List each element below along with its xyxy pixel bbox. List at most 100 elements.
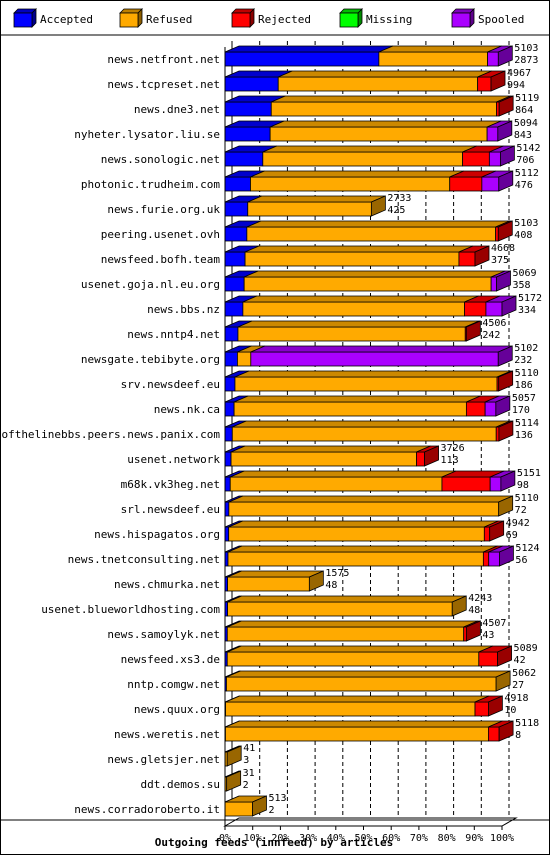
accepted-value-label: 242 — [482, 330, 500, 341]
bar-front — [231, 426, 497, 442]
legend-label: Refused — [146, 13, 192, 26]
total-value-label: 5112 — [515, 168, 539, 179]
bar-segment-refused — [230, 445, 431, 467]
bar-side — [498, 495, 514, 517]
bar-top — [230, 470, 457, 478]
bar-top — [227, 595, 467, 603]
bar-front — [277, 76, 479, 92]
bar-top — [227, 645, 493, 653]
total-value-label: 31 — [243, 768, 255, 779]
bar-side — [498, 170, 514, 192]
host-label: usenet.goja.nl.eu.org — [81, 278, 220, 291]
bar-front — [228, 526, 485, 542]
chart-title: Outgoing feeds (innfeed) by articles — [155, 836, 393, 849]
bar-front — [269, 126, 488, 142]
host-label: news.chmurka.net — [114, 578, 220, 591]
accepted-value-label: 706 — [516, 155, 534, 166]
bar-front — [224, 176, 251, 192]
bar-front — [226, 626, 465, 642]
legend-swatch — [13, 12, 33, 28]
host-label: news.hispagatos.org — [94, 528, 220, 541]
accepted-value-label: 43 — [482, 630, 494, 641]
bar-front — [250, 176, 451, 192]
bar-front — [224, 326, 239, 342]
bar-segment-rejected — [474, 695, 503, 717]
bar-top — [244, 245, 474, 253]
bar-front — [226, 651, 480, 667]
bar-front — [488, 151, 501, 167]
bar-segment-refused — [269, 120, 502, 142]
total-value-label: 4942 — [506, 518, 530, 529]
bar-side — [226, 770, 242, 792]
bar-front — [243, 276, 492, 292]
accepted-value-label: 2873 — [514, 55, 538, 66]
bar-front — [458, 251, 476, 267]
bar-segment-refused — [244, 245, 474, 267]
bar-side — [465, 620, 481, 642]
bar-front — [484, 401, 497, 417]
bar-segment-refused — [378, 45, 502, 67]
bar-top — [278, 70, 492, 78]
bar-segment-refused — [226, 670, 511, 692]
bar-front — [462, 151, 490, 167]
total-value-label: 513 — [268, 793, 286, 804]
accepted-value-label: 98 — [517, 480, 529, 491]
total-value-label: 5062 — [512, 668, 536, 679]
bar-front — [224, 226, 248, 242]
x-tick-label: 80% — [438, 833, 456, 844]
host-label: news.nk.ca — [154, 403, 220, 416]
bar-front — [237, 351, 252, 367]
host-label: news.bbs.nz — [147, 303, 220, 316]
bar-side — [424, 445, 439, 467]
bar-segment-rejected — [478, 645, 512, 667]
bar-front — [250, 351, 499, 367]
legend-label: Accepted — [40, 13, 93, 26]
bar-row-endofthelinebbs-peers-news-panix-com: endofthelinebbs.peers.news.panix.com 5114… — [0, 418, 539, 442]
bar-top — [225, 720, 503, 728]
host-label: news.tnetconsulting.net — [68, 553, 220, 566]
total-value-label: 2733 — [387, 193, 411, 204]
bar-front — [224, 251, 246, 267]
bar-side — [495, 670, 511, 692]
bar-segment-rejected — [458, 245, 490, 267]
total-value-label: 4918 — [504, 693, 528, 704]
bar-top — [271, 95, 511, 103]
bar-side — [498, 720, 514, 742]
axis-floor — [223, 817, 518, 827]
bar-front — [247, 201, 372, 217]
bar-front — [482, 551, 490, 567]
bar-segment-refused — [229, 470, 457, 492]
bar-front — [224, 451, 232, 467]
bar-front — [234, 376, 498, 392]
total-value-label: 5119 — [515, 93, 539, 104]
bar-segment-rejected — [441, 470, 505, 492]
bar-segment-spooled — [487, 45, 513, 67]
bar-front — [227, 576, 310, 592]
accepted-value-label: 358 — [512, 280, 530, 291]
bar-segment-refused — [226, 645, 493, 667]
bar-front — [441, 476, 491, 492]
bar-segment-refused — [233, 395, 481, 417]
bar-side — [474, 245, 490, 267]
legend-item-accepted: Accepted — [13, 8, 93, 28]
bar-side — [499, 545, 514, 567]
x-tick-label: 20% — [271, 833, 289, 844]
bar-segment-accepted — [224, 45, 394, 67]
bar-side — [497, 645, 512, 667]
bar-front — [226, 676, 497, 692]
bar-segment-refused — [227, 545, 498, 567]
bar-segment-rejected — [496, 370, 514, 392]
bar-segment-spooled — [488, 545, 514, 567]
bar-front — [488, 551, 500, 567]
bar-side — [497, 120, 513, 142]
host-label: news.samoylyk.net — [107, 628, 220, 641]
total-value-label: 4243 — [468, 593, 492, 604]
host-label: news.dne3.net — [134, 103, 220, 116]
